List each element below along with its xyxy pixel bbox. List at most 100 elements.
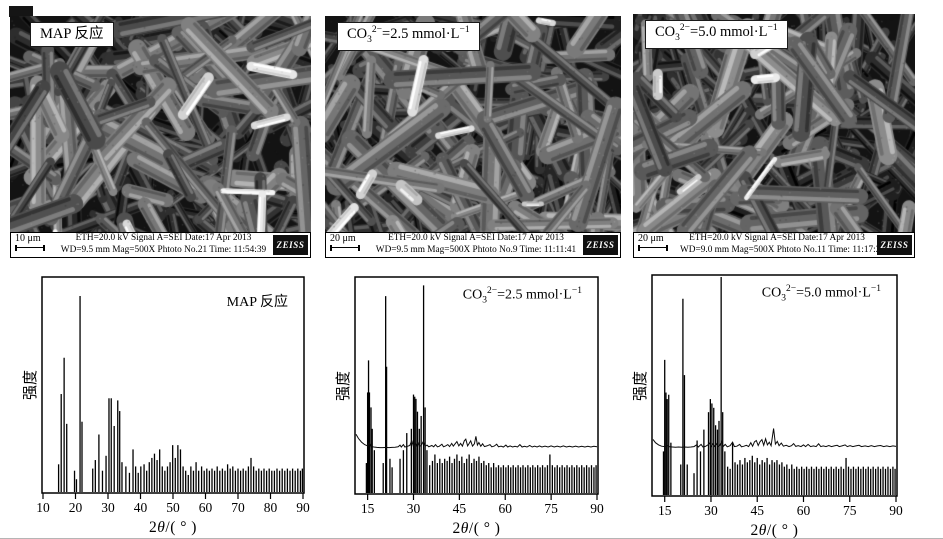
text-segment: −1 bbox=[870, 284, 881, 294]
meta-line2: WD=9.0 mm Mag=500X Phtoto No.11 Time: 11… bbox=[680, 244, 886, 255]
sem-metadata-text: ETH=20.0 kV Signal A=SEI Date:17 Apr 201… bbox=[57, 233, 270, 256]
x-tick-label: 30 bbox=[406, 501, 421, 516]
xrd-plot bbox=[41, 276, 305, 499]
plot-frame bbox=[354, 276, 599, 495]
sem-panel-co3-2_5: CO32−=2.5 mmol·L−1 20 μm ETH=20.0 kV Sig… bbox=[325, 16, 621, 258]
x-tick-label: 40 bbox=[133, 500, 148, 515]
x-axis-label: 2θ/( ° ) bbox=[43, 519, 303, 537]
text-segment: MAP 反应 bbox=[226, 295, 288, 310]
text-segment: 2− bbox=[487, 286, 498, 296]
sem-metadata-bar: 10 μm ETH=20.0 kV Signal A=SEI Date:17 A… bbox=[10, 232, 311, 258]
text-segment: −1 bbox=[571, 286, 582, 296]
chart-title: MAP 反应 bbox=[108, 291, 298, 311]
sem-panel-co3-5_0: CO32−=5.0 mmol·L−1 20 μm ETH=20.0 kV Sig… bbox=[633, 14, 915, 258]
y-axis-label: 强度 bbox=[632, 370, 649, 401]
text-segment: 3 bbox=[675, 32, 680, 43]
x-axis-label: 2θ/( ° ) bbox=[356, 520, 597, 538]
sem-label: MAP 反应 bbox=[30, 22, 114, 48]
x-tick-label: 60 bbox=[198, 500, 213, 515]
meta-line1: ETH=20.0 kV Signal A=SEI Date:17 Apr 201… bbox=[75, 233, 252, 243]
sem-metadata-text: ETH=20.0 kV Signal A=SEI Date:17 Apr 201… bbox=[680, 233, 886, 256]
text-segment: 2− bbox=[679, 23, 691, 34]
scale-bar bbox=[638, 245, 668, 251]
text-segment: /( ° ) bbox=[766, 522, 799, 539]
scale-bar-label: 20 μm bbox=[638, 233, 664, 244]
text-segment: =2.5 mmol·L bbox=[497, 287, 572, 303]
text-segment: CO bbox=[462, 287, 483, 303]
text-segment: 3 bbox=[367, 34, 372, 45]
sem-metadata-bar: 20 μm ETH=20.0 kV Signal A=SEI Date:17 A… bbox=[325, 232, 621, 258]
x-axis-label: 2θ/( ° ) bbox=[653, 522, 896, 539]
zeiss-logo: ZEISS bbox=[273, 235, 308, 255]
text-segment: /( ° ) bbox=[468, 520, 501, 537]
sem-metadata-bar: 20 μm ETH=20.0 kV Signal A=SEI Date:17 A… bbox=[633, 232, 915, 258]
x-tick-label: 30 bbox=[704, 503, 718, 518]
xrd-trace bbox=[652, 428, 897, 448]
scale-bar-block: 20 μm bbox=[330, 233, 380, 251]
x-tick-label: 15 bbox=[360, 501, 375, 516]
x-tick-label: 75 bbox=[842, 503, 857, 518]
x-tick-label: 90 bbox=[590, 501, 604, 516]
x-tick-label: 50 bbox=[166, 500, 180, 515]
sem-panel-map: MAP 反应 10 μm ETH=20.0 kV Signal A=SEI Da… bbox=[10, 16, 311, 258]
text-segment: 3 bbox=[482, 295, 487, 306]
x-tick-label: 30 bbox=[101, 500, 115, 515]
text-segment: CO bbox=[347, 26, 368, 42]
x-tick-label: 70 bbox=[231, 500, 245, 515]
xrd-plot bbox=[354, 276, 599, 500]
scale-bar-label: 20 μm bbox=[330, 233, 356, 244]
sem-label: CO32−=5.0 mmol·L−1 bbox=[645, 20, 788, 49]
chart-title: CO32−=5.0 mmol·L−1 bbox=[701, 284, 891, 303]
text-segment: MAP 反应 bbox=[40, 26, 104, 42]
sem-micrograph-co3-2_5 bbox=[325, 16, 621, 258]
scale-bar bbox=[330, 245, 360, 251]
text-segment: 3 bbox=[781, 293, 786, 304]
x-tick-label: 60 bbox=[498, 501, 512, 516]
y-axis-label: 强度 bbox=[335, 370, 352, 401]
scale-bar bbox=[15, 245, 45, 251]
text-segment: 2 bbox=[149, 519, 158, 536]
x-tick-label: 90 bbox=[296, 500, 310, 515]
text-segment: θ bbox=[460, 520, 469, 537]
y-axis-label: 强度 bbox=[22, 370, 39, 401]
meta-line1: ETH=20.0 kV Signal A=SEI Date:17 Apr 201… bbox=[689, 233, 865, 243]
scale-bar-block: 10 μm bbox=[15, 233, 65, 251]
sem-metadata-text: ETH=20.0 kV Signal A=SEI Date:17 Apr 201… bbox=[372, 233, 580, 256]
text-segment: =5.0 mmol·L bbox=[796, 285, 871, 301]
x-tick-label: 80 bbox=[263, 500, 278, 515]
chart-title: CO32−=2.5 mmol·L−1 bbox=[402, 286, 592, 305]
meta-line1: ETH=20.0 kV Signal A=SEI Date:17 Apr 201… bbox=[388, 233, 564, 243]
xrd-trace bbox=[355, 433, 598, 449]
scale-bar-block: 20 μm bbox=[638, 233, 688, 251]
plot-frame bbox=[651, 274, 898, 497]
scale-bar-label: 10 μm bbox=[15, 233, 41, 244]
xrd-plot bbox=[651, 274, 898, 502]
text-segment: /( ° ) bbox=[165, 519, 197, 536]
text-segment: CO bbox=[761, 285, 782, 301]
sem-label: CO32−=2.5 mmol·L−1 bbox=[337, 22, 480, 51]
x-tick-label: 10 bbox=[36, 500, 50, 515]
text-segment: =5.0 mmol·L bbox=[690, 24, 768, 40]
x-tick-label: 45 bbox=[452, 501, 467, 516]
text-segment: 2− bbox=[371, 25, 383, 36]
sem-micrograph-map bbox=[10, 16, 311, 258]
zeiss-logo: ZEISS bbox=[583, 235, 618, 255]
x-tick-label: 20 bbox=[68, 500, 83, 515]
x-tick-label: 45 bbox=[750, 503, 764, 518]
text-segment: −1 bbox=[767, 23, 778, 34]
text-segment: 2− bbox=[786, 284, 797, 294]
corner-artifact bbox=[9, 6, 33, 17]
x-tick-label: 90 bbox=[889, 503, 903, 518]
zeiss-logo: ZEISS bbox=[877, 235, 912, 255]
text-segment: −1 bbox=[459, 25, 470, 36]
text-segment: θ bbox=[157, 519, 166, 536]
sem-micrograph-co3-5_0 bbox=[633, 14, 915, 258]
x-tick-label: 75 bbox=[544, 501, 558, 516]
text-segment: =2.5 mmol·L bbox=[382, 26, 460, 42]
text-segment: 2 bbox=[452, 520, 461, 537]
x-tick-label: 15 bbox=[657, 503, 672, 518]
meta-line2: WD=9.5 mm Mag=500X Phtoto No.21 Time: 11… bbox=[60, 244, 267, 255]
text-segment: θ bbox=[758, 522, 767, 539]
text-segment: 2 bbox=[750, 522, 759, 539]
